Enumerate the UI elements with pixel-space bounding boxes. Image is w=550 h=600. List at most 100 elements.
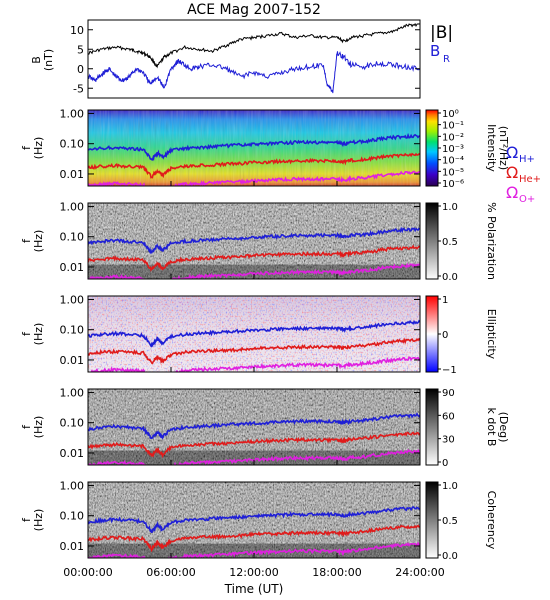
colorbar-tick-label: 0.0 [442, 272, 458, 283]
freq-tick-label: 0.10 [60, 510, 85, 523]
gyrofrequency-line-he [88, 244, 420, 272]
colorbar-tick-label: 0.5 [442, 516, 458, 527]
panel-image [88, 482, 420, 558]
gyrofrequency-legend: Ω H+Ω He+Ω O+ [506, 143, 541, 205]
freq-tick-label: 0.01 [60, 447, 85, 460]
gyro-legend-species: O+ [519, 194, 535, 205]
gyro-legend-omega: Ω [506, 163, 518, 182]
colorbar-label: % Polarization [485, 202, 498, 280]
panel-y-axis-label: f (Hz) [20, 509, 45, 532]
gyro-legend-species: He+ [519, 174, 541, 185]
chart-title: ACE Mag 2007-152 [187, 2, 321, 18]
gyrofrequency-line-h [88, 226, 420, 255]
gyrofrequency-line-h [88, 319, 420, 348]
panel-ylabel: f [20, 331, 33, 336]
panel-yunit: (Hz) [32, 509, 45, 532]
panel-yunit: (Hz) [32, 230, 45, 253]
panel-image [88, 389, 420, 465]
panel-ylabel: f [20, 238, 33, 243]
colorbar-tick-label: 10⁻³ [442, 144, 464, 155]
legend-label-b-radial-sub: R [443, 54, 450, 65]
colorbar-label-group: Intensity (nT²/Hz) [485, 124, 510, 172]
colorbar-tick-label: 10⁻⁴ [442, 156, 464, 167]
gyrofrequency-line-o [88, 541, 420, 558]
colorbar-label-group: k dot B (Deg) [485, 408, 510, 447]
colorbar-tick-label: 0.0 [442, 551, 458, 562]
freq-tick-label: 1.00 [60, 479, 85, 492]
spectral-panel-2: 1.00 0.10 0.01 f (Hz) 1 0 −1 Ellipticity [20, 293, 498, 376]
colorbar-label: Coherency [485, 491, 498, 550]
mag-ylabel: B [30, 56, 43, 64]
legend-label-b-radial: B [430, 42, 440, 60]
colorbar-tick-label: 1.0 [442, 202, 458, 213]
spectral-panel-3: 1.00 0.10 0.01 f (Hz) 90 60 30 0 k dot B (Deg) [20, 386, 510, 469]
gyrofrequency-line-he [88, 152, 420, 179]
freq-tick-label: 1.00 [60, 200, 85, 213]
time-tick-label: 24:00:00 [395, 566, 444, 579]
spectral-panel-0: 1.00 0.10 0.01 f (Hz) 10⁰10⁻¹10⁻²10⁻³10⁻⁴10⁻⁵… [20, 107, 510, 190]
panel-texture [88, 203, 420, 279]
colorbar-tick-label: 10⁻¹ [442, 121, 464, 132]
time-tick-label: 00:00:00 [63, 566, 112, 579]
colorbar-tick-label: 10⁰ [442, 109, 459, 120]
panel-texture [88, 296, 420, 372]
mag-y-tick-label: 10 [70, 24, 84, 37]
freq-tick-label: 0.10 [60, 138, 85, 151]
gyro-legend-omega: Ω [506, 183, 518, 202]
gyrofrequency-line-h [88, 505, 420, 533]
colorbar-label: k dot B [485, 408, 498, 447]
legend-label-b-magnitude: |B| [430, 23, 453, 43]
colorbar-label: Intensity [485, 124, 498, 172]
mag-y-tick-label: -5 [73, 82, 84, 95]
gyrofrequency-line-he [88, 431, 420, 459]
mag-y-axis-label: B (nT) [30, 49, 55, 71]
freq-tick-label: 1.00 [60, 107, 85, 120]
colorbar-label-group: Coherency [485, 491, 498, 550]
colorbar-tick-label: 30 [442, 435, 455, 446]
colorbar-tick-label: 0 [442, 330, 448, 341]
time-axis-title: Time (UT) [224, 582, 284, 596]
panel-y-axis-label: f (Hz) [20, 137, 45, 160]
panel-texture [88, 482, 420, 558]
colorbar-tick-label: 10⁻² [442, 132, 464, 143]
panel-yunit: (Hz) [32, 416, 45, 439]
panel-ylabel: f [20, 424, 33, 429]
colorbar-unit: (Deg) [497, 412, 510, 443]
colorbar [425, 202, 439, 280]
freq-tick-label: 1.00 [60, 293, 85, 306]
gyrofrequency-line-o [88, 170, 420, 186]
mag-y-tick-label: 0 [77, 63, 84, 76]
panel-y-axis-label: f (Hz) [20, 416, 45, 439]
gyro-legend-omega: Ω [506, 143, 518, 162]
gyrofrequency-line-o [88, 448, 420, 465]
panel-image [88, 203, 420, 279]
mag-y-tick-label: 5 [77, 43, 84, 56]
colorbar-unit: (nT²/Hz) [497, 126, 510, 170]
colorbar [425, 388, 439, 466]
panel-image [88, 110, 420, 186]
gyrofrequency-line-he [88, 337, 420, 365]
mag-panel-frame [87, 19, 421, 99]
mag-series-line-0 [87, 22, 421, 69]
colorbar-tick-label: −1 [442, 365, 457, 376]
colorbar-tick-label: 10⁻⁵ [442, 167, 464, 178]
freq-tick-label: 0.01 [60, 540, 85, 553]
colorbar-tick-label: 0.5 [442, 237, 458, 248]
time-tick-label: 12:00:00 [229, 566, 278, 579]
panel-image [88, 296, 420, 372]
gyro-legend-species: H+ [519, 154, 535, 165]
panel-yunit: (Hz) [32, 323, 45, 346]
colorbar-tick-label: 1.0 [442, 481, 458, 492]
freq-tick-label: 0.10 [60, 231, 85, 244]
colorbar [425, 481, 439, 559]
panel-y-axis-label: f (Hz) [20, 230, 45, 253]
panel-ylabel: f [20, 517, 33, 522]
colorbar-tick-label: 1 [442, 295, 448, 306]
mag-series-line-1 [87, 51, 421, 94]
freq-tick-label: 0.01 [60, 168, 85, 181]
colorbar-label-group: % Polarization [485, 202, 498, 280]
freq-tick-label: 1.00 [60, 386, 85, 399]
colorbar [425, 109, 439, 187]
